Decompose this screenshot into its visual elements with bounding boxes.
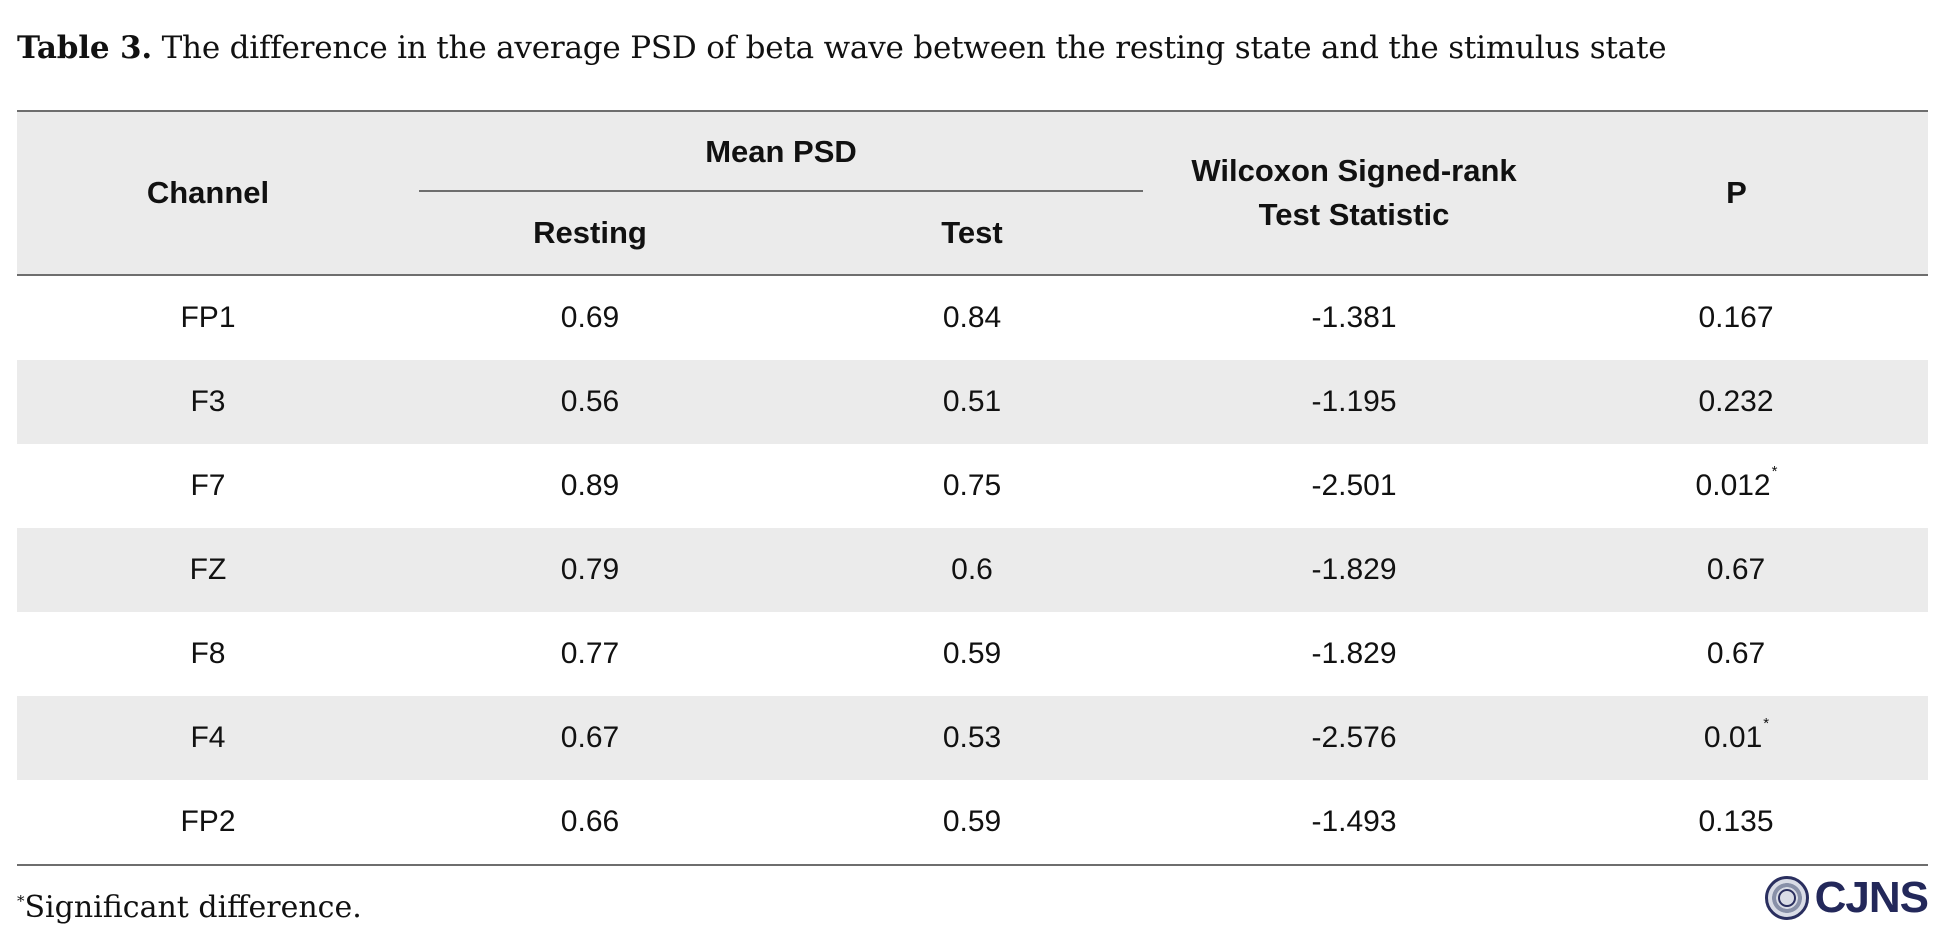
- footnote-text: Significant difference.: [24, 890, 362, 925]
- significance-mark: *: [1771, 463, 1778, 480]
- header-resting: Resting: [399, 192, 781, 276]
- cell-resting: 0.69: [560, 301, 620, 334]
- p-value: 0.012: [1695, 469, 1771, 502]
- header-wilcoxon-line1: Wilcoxon Signed-rank: [1191, 153, 1517, 188]
- p-value: 0.167: [1698, 301, 1774, 334]
- p-value: 0.67: [1706, 637, 1766, 670]
- header-p: P: [1545, 110, 1929, 276]
- caption-text: The difference in the average PSD of bet…: [151, 30, 1667, 66]
- cell-p: 0.232: [1545, 360, 1929, 444]
- cell-resting: 0.66: [399, 780, 781, 866]
- cell-p: 0.135: [1545, 780, 1929, 866]
- cell-statistic: -2.576: [1163, 696, 1546, 780]
- cell-statistic: -1.493: [1163, 780, 1546, 866]
- cell-statistic: -1.829: [1163, 528, 1546, 612]
- cell-test: 0.53: [781, 696, 1164, 780]
- cell-statistic: -1.829: [1311, 637, 1397, 670]
- p-value: 0.01: [1703, 721, 1763, 754]
- table-caption: Table 3. The difference in the average P…: [17, 30, 1667, 66]
- header-mean-psd-label: Mean PSD: [705, 134, 857, 169]
- cell-resting: 0.56: [399, 360, 781, 444]
- cell-p: 0.67: [1545, 612, 1928, 696]
- table-row: FP2 0.66 0.59 -1.493 0.135: [17, 780, 1929, 866]
- journal-logo: CJNS: [1764, 872, 1929, 924]
- table-row: FZ 0.79 0.6 -1.829 0.67: [17, 528, 1929, 612]
- cell-channel: F3: [17, 360, 399, 444]
- cell-p: 0.167: [1545, 275, 1928, 360]
- header-test: Test: [781, 192, 1164, 276]
- cell-statistic: -1.381: [1311, 301, 1397, 334]
- caption-label: Table 3.: [17, 30, 152, 66]
- cell-channel: FP1: [180, 301, 236, 334]
- cell-resting: 0.89: [560, 469, 620, 502]
- cell-channel: F7: [190, 469, 226, 502]
- table-row: F3 0.56 0.51 -1.195 0.232: [17, 360, 1929, 444]
- p-value: 0.135: [1698, 805, 1774, 838]
- table-header: Channel Mean PSD Wilcoxon Signed-rank Te…: [17, 110, 1929, 276]
- cell-p: 0.67: [1545, 528, 1929, 612]
- journal-logo-text: CJNS: [1814, 873, 1929, 922]
- mean-psd-divider: [419, 190, 1144, 192]
- table-footnote: *Significant difference.: [17, 890, 362, 925]
- results-table: Channel Mean PSD Wilcoxon Signed-rank Te…: [17, 110, 1929, 866]
- journal-seal-icon: [1764, 876, 1809, 920]
- cell-statistic: -2.501: [1311, 469, 1397, 502]
- p-value: 0.67: [1706, 553, 1766, 586]
- footnote-mark: *: [17, 892, 25, 910]
- cell-statistic: -1.195: [1163, 360, 1546, 444]
- header-mean-psd: Mean PSD: [399, 110, 1164, 192]
- table-body: FP1 0.69 0.84 -1.381 0.167 F3 0.56 0.51 …: [17, 275, 1929, 866]
- cell-resting: 0.79: [399, 528, 781, 612]
- cell-resting: 0.77: [560, 637, 620, 670]
- p-value: 0.232: [1698, 385, 1774, 418]
- cell-p: 0.012*: [1545, 444, 1928, 528]
- results-table-container: Channel Mean PSD Wilcoxon Signed-rank Te…: [17, 110, 1929, 866]
- cell-test: 0.59: [942, 637, 1002, 670]
- cell-channel: FZ: [17, 528, 399, 612]
- header-wilcoxon: Wilcoxon Signed-rank Test Statistic: [1163, 110, 1546, 276]
- significance-mark: *: [1763, 715, 1770, 732]
- cell-test: 0.75: [942, 469, 1002, 502]
- cell-test: 0.84: [942, 301, 1002, 334]
- table-row: F4 0.67 0.53 -2.576 0.01*: [17, 696, 1929, 780]
- cell-channel: FP2: [17, 780, 399, 866]
- cell-resting: 0.67: [399, 696, 781, 780]
- cell-channel: F8: [190, 637, 226, 670]
- table-row: FP1 0.69 0.84 -1.381 0.167: [17, 275, 1928, 360]
- header-wilcoxon-line2: Test Statistic: [1258, 197, 1450, 232]
- cell-p: 0.01*: [1545, 696, 1929, 780]
- table-row: F7 0.89 0.75 -2.501 0.012*: [17, 444, 1928, 528]
- cell-test: 0.51: [781, 360, 1164, 444]
- cell-test: 0.6: [781, 528, 1164, 612]
- header-channel: Channel: [17, 110, 399, 276]
- cell-channel: F4: [17, 696, 399, 780]
- table-row: F8 0.77 0.59 -1.829 0.67: [17, 612, 1928, 696]
- cell-test: 0.59: [781, 780, 1164, 866]
